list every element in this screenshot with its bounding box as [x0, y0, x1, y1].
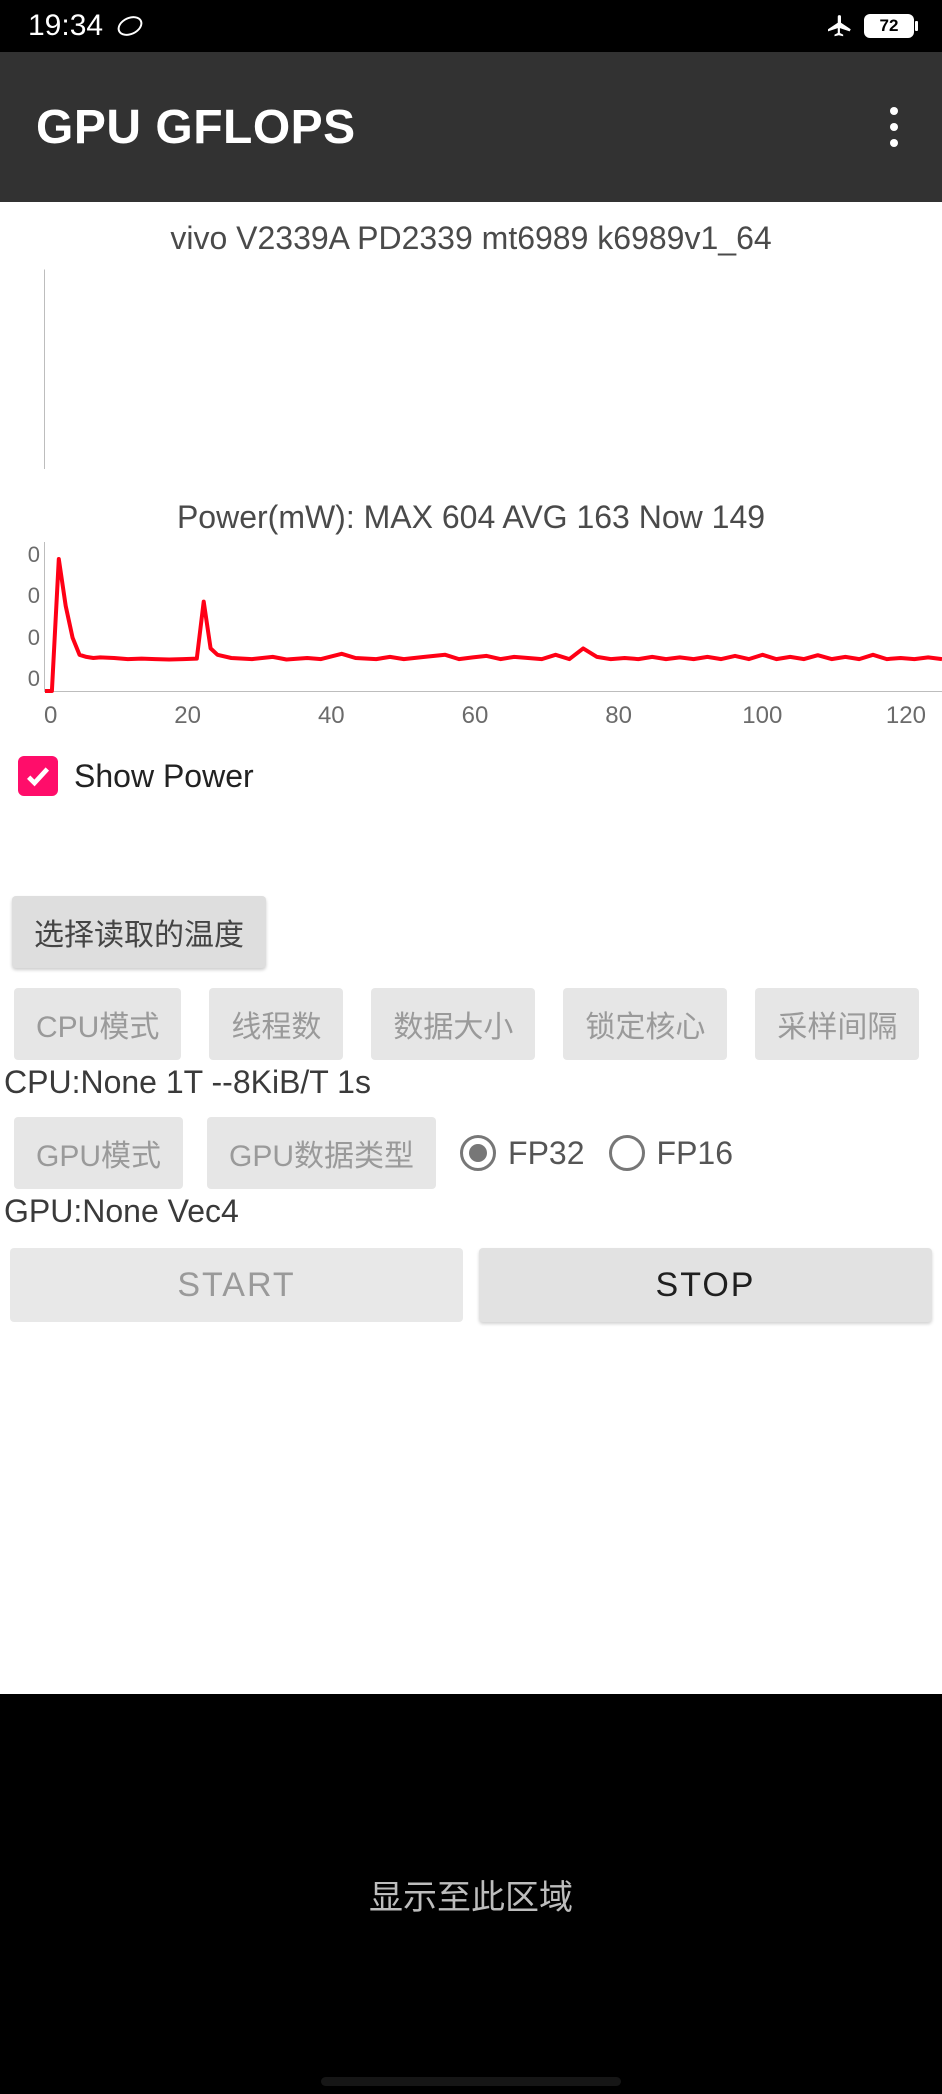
data-size-button[interactable]: 数据大小	[371, 988, 535, 1060]
power-chart: 0000 020406080100120	[0, 542, 942, 752]
sample-interval-button[interactable]: 采样间隔	[755, 988, 919, 1060]
fp16-radio[interactable]: FP16	[609, 1135, 733, 1172]
show-power-checkbox[interactable]	[18, 756, 58, 796]
start-button[interactable]: START	[10, 1248, 463, 1322]
app-title: GPU GFLOPS	[36, 100, 356, 155]
thread-count-button[interactable]: 线程数	[209, 988, 343, 1060]
show-power-label: Show Power	[74, 758, 254, 795]
device-info-text: vivo V2339A PD2339 mt6989 k6989v1_64	[0, 202, 942, 259]
footer-text: 显示至此区域	[369, 1870, 573, 1919]
status-pill-icon	[114, 12, 145, 39]
upper-chart-area	[44, 269, 942, 469]
battery-icon: 72	[864, 14, 914, 38]
gpu-mode-button[interactable]: GPU模式	[14, 1117, 183, 1189]
status-time: 19:34	[28, 9, 103, 43]
stop-button[interactable]: STOP	[479, 1248, 932, 1322]
power-chart-title: Power(mW): MAX 604 AVG 163 Now 149	[0, 469, 942, 542]
overflow-menu-icon[interactable]	[882, 99, 906, 155]
select-temperature-button[interactable]: 选择读取的温度	[12, 896, 266, 968]
lock-core-button[interactable]: 锁定核心	[563, 988, 727, 1060]
cpu-info-text: CPU:None 1T --8KiB/T 1s	[0, 1060, 942, 1105]
cpu-mode-button[interactable]: CPU模式	[14, 988, 181, 1060]
app-bar: GPU GFLOPS	[0, 52, 942, 202]
gpu-dtype-button[interactable]: GPU数据类型	[207, 1117, 436, 1189]
fp32-radio[interactable]: FP32	[460, 1135, 584, 1172]
status-bar: 19:34 72	[0, 0, 942, 52]
airplane-mode-icon	[828, 13, 854, 39]
footer-area: 显示至此区域	[0, 1694, 942, 2094]
home-indicator	[321, 2077, 621, 2086]
battery-percent: 72	[880, 16, 899, 36]
gpu-info-text: GPU:None Vec4	[0, 1189, 942, 1234]
